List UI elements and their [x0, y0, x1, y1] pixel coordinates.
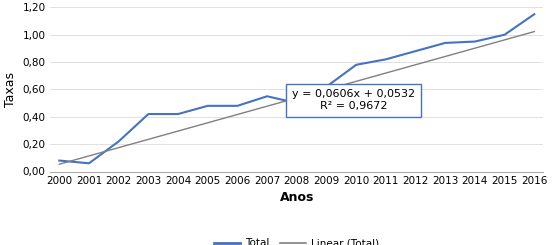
- Linear (Total): [204, 121, 211, 124]
- Total: [472, 40, 478, 43]
- Linear (Total): [175, 130, 181, 133]
- Linear (Total): [353, 80, 360, 83]
- Total: [531, 13, 538, 16]
- Linear (Total): [531, 30, 538, 33]
- Linear (Total): [382, 72, 389, 74]
- Total: [501, 33, 508, 36]
- Linear (Total): [86, 154, 92, 157]
- Text: y = 0,0606x + 0,0532
R² = 0,9672: y = 0,0606x + 0,0532 R² = 0,9672: [292, 89, 415, 111]
- Line: Linear (Total): Linear (Total): [59, 32, 534, 164]
- Line: Total: Total: [59, 14, 534, 163]
- Linear (Total): [264, 105, 270, 108]
- Total: [86, 162, 92, 165]
- Linear (Total): [501, 38, 508, 41]
- Linear (Total): [472, 47, 478, 50]
- Total: [115, 140, 122, 143]
- Linear (Total): [115, 146, 122, 149]
- Total: [145, 112, 152, 115]
- Linear (Total): [323, 88, 330, 91]
- Linear (Total): [442, 55, 449, 58]
- Linear (Total): [412, 63, 419, 66]
- Total: [264, 95, 270, 98]
- Linear (Total): [293, 97, 300, 99]
- Total: [412, 50, 419, 53]
- Total: [323, 85, 330, 88]
- Total: [234, 104, 241, 107]
- Total: [442, 41, 449, 44]
- Total: [353, 63, 360, 66]
- Linear (Total): [145, 138, 152, 141]
- X-axis label: Anos: Anos: [279, 191, 314, 204]
- Total: [56, 159, 63, 162]
- Linear (Total): [56, 163, 63, 166]
- Linear (Total): [234, 113, 241, 116]
- Total: [293, 102, 300, 105]
- Legend: Total, Linear (Total): Total, Linear (Total): [210, 234, 384, 245]
- Total: [204, 104, 211, 107]
- Total: [382, 58, 389, 61]
- Total: [175, 112, 181, 115]
- Y-axis label: Taxas: Taxas: [4, 72, 17, 107]
